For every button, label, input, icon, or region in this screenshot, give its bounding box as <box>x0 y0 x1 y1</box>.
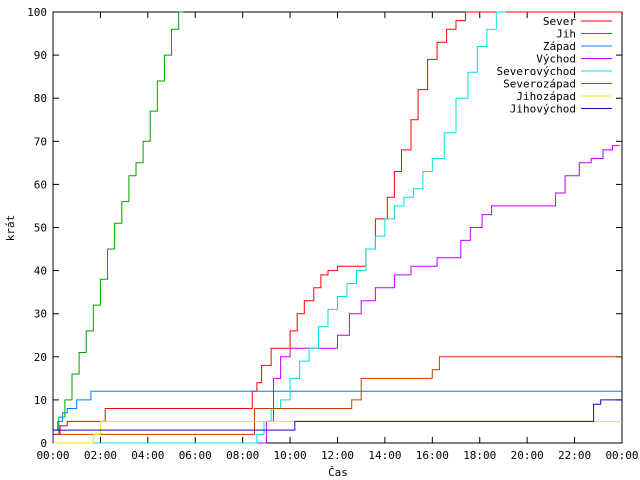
series-line-Jihozápad <box>53 420 622 444</box>
y-tick-label: 100 <box>27 6 47 19</box>
legend-label: Severovýchod <box>497 65 576 78</box>
x-tick-label: 10:00 <box>274 449 307 462</box>
x-tick-label: 00:00 <box>36 449 69 462</box>
x-tick-label: 04:00 <box>131 449 164 462</box>
x-tick-label: 12:00 <box>321 449 354 462</box>
legend-label: Jih <box>556 28 576 41</box>
y-tick-label: 20 <box>34 351 47 364</box>
x-tick-label: 20:00 <box>511 449 544 462</box>
y-tick-label: 10 <box>34 394 47 407</box>
y-tick-label: 70 <box>34 135 47 148</box>
y-tick-label: 80 <box>34 92 47 105</box>
series-line-Severovýchod <box>53 11 506 444</box>
x-axis-label: Čas <box>328 466 348 479</box>
series-line-Severozápad <box>52 356 622 443</box>
x-tick-label: 02:00 <box>84 449 117 462</box>
y-axis-label: krát <box>4 215 17 242</box>
x-tick-label: 22:00 <box>558 449 591 462</box>
series-line-Východ <box>53 145 620 444</box>
y-tick-label: 0 <box>40 437 47 450</box>
series-line-Západ <box>52 390 622 443</box>
legend-label: Západ <box>543 40 576 53</box>
legend-label: Jihozápad <box>516 90 576 103</box>
legend-label: Sever <box>543 15 576 28</box>
x-tick-label: 16:00 <box>416 449 449 462</box>
y-tick-label: 50 <box>34 222 47 235</box>
legend-label: Jihovýchod <box>510 103 576 116</box>
legend: SeverJihZápadVýchodSeverovýchodSeverozáp… <box>497 15 612 116</box>
series-line-Jihovýchod <box>52 399 622 443</box>
y-tick-label: 60 <box>34 178 47 191</box>
series-layer <box>52 11 622 444</box>
legend-label: Severozápad <box>503 78 576 91</box>
y-tick-label: 40 <box>34 265 47 278</box>
x-tick-label: 14:00 <box>368 449 401 462</box>
x-tick-label: 08:00 <box>226 449 259 462</box>
series-line-Jih <box>52 11 184 443</box>
x-tick-label: 18:00 <box>463 449 496 462</box>
x-tick-label: 06:00 <box>179 449 212 462</box>
x-tick-label: 00:00 <box>605 449 638 462</box>
legend-label: Východ <box>536 53 576 66</box>
series-line-Sever <box>52 11 622 443</box>
axes: 0 10 20 30 40 50 60 70 80 90 100 00:00 02:00 04:00 06:… <box>27 6 638 462</box>
y-tick-label: 90 <box>34 49 47 62</box>
y-tick-label: 30 <box>34 308 47 321</box>
